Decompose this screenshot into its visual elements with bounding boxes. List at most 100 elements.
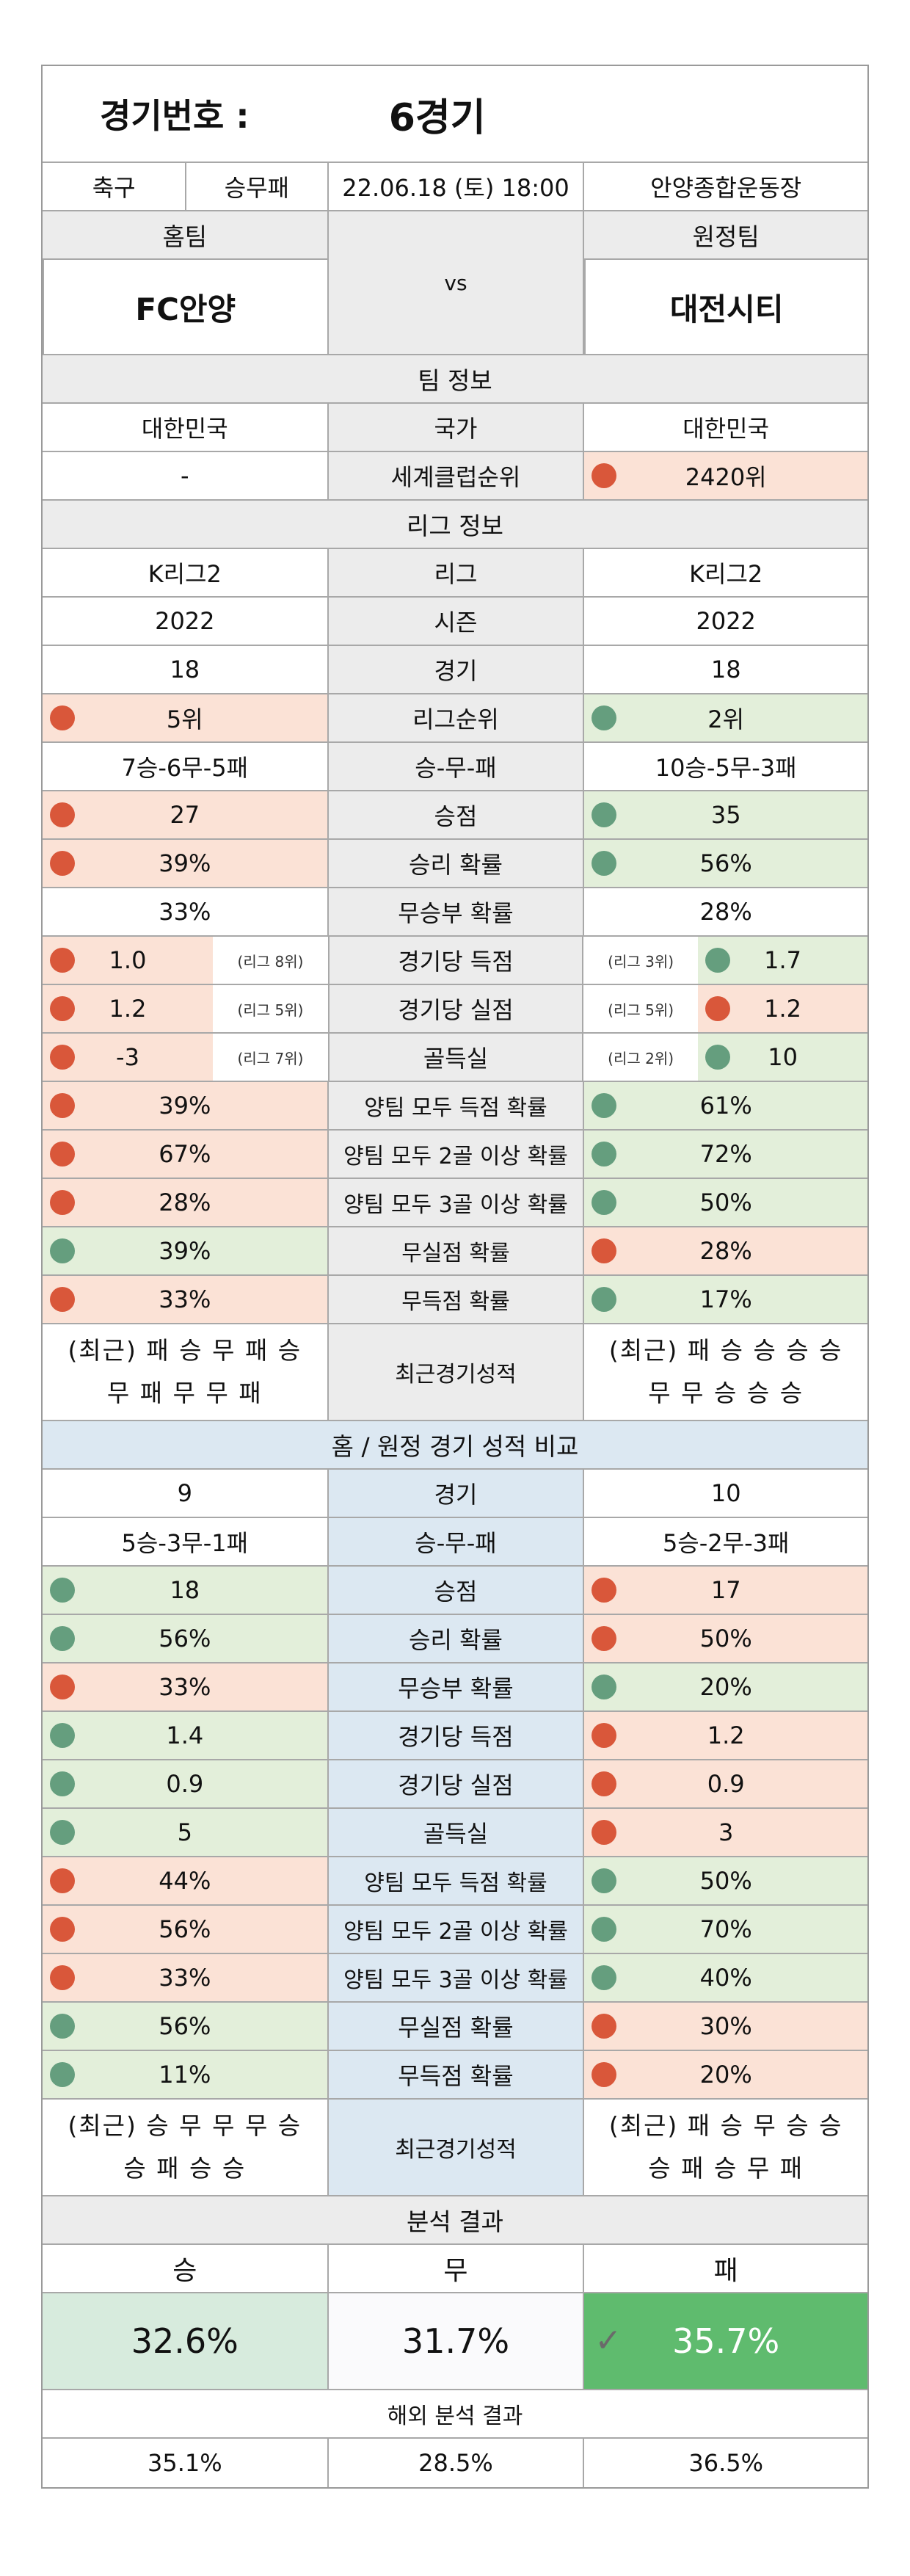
home-league-rank: (리그 5위) [213, 985, 328, 1032]
overseas-draw: 28.5% [327, 2439, 583, 2487]
match-header: 경기번호 : 6경기 [43, 66, 867, 163]
away-league-rank: (리그 5위) [583, 985, 699, 1032]
stat-row: 18 승점 17 [43, 1567, 867, 1615]
home-value: 9 [177, 1479, 192, 1507]
home-value: 39% [43, 1082, 327, 1129]
red-dot-icon [50, 1965, 75, 1990]
overseas-win: 35.1% [147, 2449, 222, 2477]
match-number-label: 경기번호 : [100, 96, 250, 136]
away-value: 대한민국 [583, 404, 867, 451]
home-value: 33% [43, 1663, 327, 1710]
match-datetime: 22.06.18 (토) 18:00 [327, 163, 583, 210]
stat-label: 경기당 실점 [328, 985, 582, 1032]
stat-row: K리그2 리그 K리그2 [43, 549, 867, 598]
stat-row: 0.9 경기당 실점 0.9 [43, 1760, 867, 1809]
stat-label: 경기당 득점 [327, 1712, 583, 1759]
green-dot-icon [592, 1675, 617, 1699]
away-value: 70% [583, 1906, 867, 1953]
green-dot-icon [50, 2062, 75, 2087]
stat-label: 양팀 모두 득점 확률 [327, 1082, 583, 1129]
analysis-values: 32.6% 31.7% ✓ 35.7% [43, 2293, 867, 2390]
home-league-rank: (리그 7위) [213, 1034, 328, 1081]
home-value: 56% [43, 2003, 327, 2050]
away-value: 30% [583, 2003, 867, 2050]
red-dot-icon [50, 1142, 75, 1167]
stat-row: 11% 무득점 확률 20% [43, 2051, 867, 2100]
homeaway-title: 홈 / 원정 경기 성적 비교 [43, 1421, 867, 1468]
stat-label: 무실점 확률 [327, 2003, 583, 2050]
home-value: K리그2 [148, 560, 222, 588]
red-dot-icon [50, 1093, 75, 1118]
red-dot-icon [592, 463, 617, 488]
home-value: 7승-6무-5패 [121, 754, 249, 782]
stat-label: 경기 [327, 1470, 583, 1517]
away-value: 2420위 [583, 452, 867, 499]
stat-label: 양팀 모두 2골 이상 확률 [327, 1906, 583, 1953]
overseas-loss: 36.5% [583, 2439, 867, 2487]
venue: 안양종합운동장 [583, 163, 867, 210]
red-dot-icon [50, 1190, 75, 1215]
green-dot-icon [50, 1626, 75, 1651]
home-value: 39% [43, 840, 327, 887]
stat-label: 승점 [327, 1567, 583, 1614]
home-value: 27 [43, 791, 327, 838]
team-info-title: 팀 정보 [43, 355, 867, 402]
stat-row: 대한민국 국가 대한민국 [43, 404, 867, 452]
home-value: 56% [43, 1906, 327, 1953]
stat-label: 리그 [327, 549, 583, 596]
home-value: 2022 [155, 607, 215, 635]
away-value: 17% [583, 1276, 867, 1323]
away-value: 2022 [583, 598, 867, 645]
home-value: 11% [43, 2051, 327, 2098]
stat-label: 양팀 모두 득점 확률 [327, 1857, 583, 1904]
stat-row: 44% 양팀 모두 득점 확률 50% [43, 1857, 867, 1906]
away-value: 72% [583, 1131, 867, 1178]
away-value: 2위 [583, 694, 867, 741]
green-dot-icon [592, 1142, 617, 1167]
stat-label: 무승부 확률 [327, 1663, 583, 1710]
stat-row: - 세계클럽순위 2420위 [43, 452, 867, 501]
green-dot-icon [592, 1965, 617, 1990]
stat-label: 양팀 모두 2골 이상 확률 [327, 1131, 583, 1178]
stat-label: 승점 [327, 791, 583, 838]
home-value: 5승-3무-1패 [121, 1529, 249, 1557]
green-dot-icon [50, 1578, 75, 1603]
overseas-values: 35.1% 28.5% 36.5% [43, 2439, 867, 2487]
home-value: 44% [43, 1857, 327, 1904]
red-dot-icon [50, 1868, 75, 1893]
away-value: 28% [583, 1227, 867, 1274]
stat-row: 28% 양팀 모두 3골 이상 확률 50% [43, 1179, 867, 1227]
win-label: 승 [172, 2256, 197, 2286]
away-value: 50% [583, 1615, 867, 1662]
red-dot-icon [50, 851, 75, 876]
away-team: 대전시티 [584, 260, 867, 354]
stat-row: 18 경기 18 [43, 646, 867, 694]
home-value: 18 [170, 656, 200, 683]
away-value: 20% [583, 2051, 867, 2098]
stat-label: 최근경기성적 [327, 2100, 583, 2195]
red-dot-icon [50, 1045, 75, 1070]
stat-row: 33% 무득점 확률 17% [43, 1276, 867, 1324]
league-info-title: 리그 정보 [43, 501, 867, 548]
away-value: 35 [583, 791, 867, 838]
sport: 축구 [92, 174, 136, 202]
red-dot-icon [592, 1578, 617, 1603]
home-value: 33% [43, 1954, 327, 2001]
home-value: 56% [43, 1615, 327, 1662]
teams-block: 홈팀 FC안양 vs 원정팀 대전시티 [43, 211, 867, 355]
green-dot-icon [50, 2014, 75, 2039]
stat-row: 33% 무승부 확률 28% [43, 888, 867, 937]
analysis-title: 분석 결과 [43, 2196, 867, 2243]
green-dot-icon [50, 1820, 75, 1845]
stat-label: 경기당 득점 [328, 937, 582, 984]
green-dot-icon [592, 851, 617, 876]
red-dot-icon [50, 1917, 75, 1942]
stat-row: 27 승점 35 [43, 791, 867, 840]
home-value: 1.2 [43, 985, 213, 1032]
home-value: 5위 [43, 694, 327, 741]
rank-row: 1.2 (리그 5위) 경기당 실점 (리그 5위) 1.2 [43, 985, 867, 1034]
